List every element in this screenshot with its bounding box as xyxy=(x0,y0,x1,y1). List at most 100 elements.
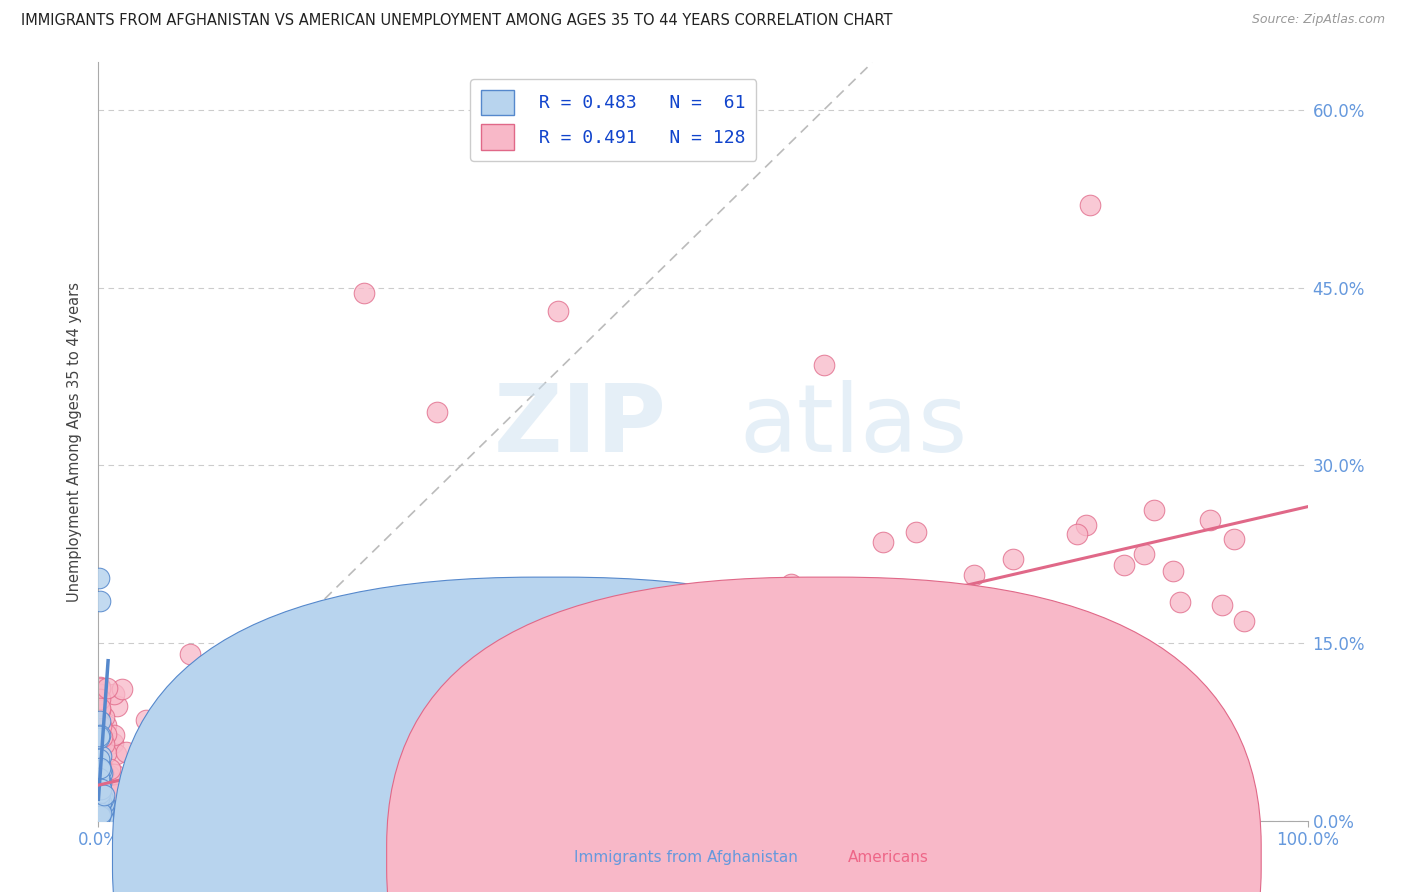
Point xyxy=(89,766,111,780)
Point xyxy=(89,740,111,755)
Point xyxy=(89,757,111,772)
Point xyxy=(107,775,129,789)
Point xyxy=(90,786,112,800)
Point xyxy=(87,805,110,820)
Point xyxy=(89,795,111,809)
Point xyxy=(813,358,835,372)
Point xyxy=(641,672,664,686)
Point xyxy=(89,787,111,801)
Point xyxy=(90,781,112,796)
Point xyxy=(786,645,808,659)
Point xyxy=(89,795,111,809)
Point xyxy=(89,571,111,585)
Point xyxy=(90,803,112,817)
Point xyxy=(714,603,737,617)
Point xyxy=(721,657,744,671)
Text: ZIP: ZIP xyxy=(494,380,666,473)
Point xyxy=(89,701,111,715)
Point xyxy=(751,648,773,663)
Point xyxy=(87,809,110,823)
Point xyxy=(568,621,591,635)
Point xyxy=(426,405,449,419)
Point xyxy=(87,797,110,812)
Point xyxy=(96,681,118,695)
Point xyxy=(91,765,114,780)
Point xyxy=(89,812,111,826)
Point xyxy=(1211,598,1233,612)
Point xyxy=(100,781,122,796)
Point xyxy=(89,809,111,823)
Point xyxy=(87,801,110,815)
Point xyxy=(1168,595,1191,609)
Point xyxy=(904,524,927,539)
Point xyxy=(87,794,110,808)
Point xyxy=(460,625,482,640)
Point xyxy=(89,813,111,827)
Point xyxy=(90,749,112,764)
Point xyxy=(103,687,125,701)
Point xyxy=(89,714,111,729)
Point xyxy=(89,730,111,744)
Point xyxy=(353,286,375,301)
Point xyxy=(89,761,111,775)
Point xyxy=(90,795,112,809)
Point xyxy=(90,719,112,733)
Point xyxy=(90,787,112,801)
Point xyxy=(89,594,111,608)
Point xyxy=(853,606,876,620)
Point xyxy=(89,775,111,789)
Point xyxy=(1066,526,1088,541)
Point xyxy=(484,654,506,668)
Point xyxy=(205,802,228,816)
Point xyxy=(93,796,115,810)
Point xyxy=(98,768,121,782)
Point xyxy=(531,773,554,788)
Point xyxy=(599,640,621,655)
Point xyxy=(543,786,565,800)
Point xyxy=(87,812,110,826)
Point xyxy=(89,745,111,759)
Point xyxy=(396,701,419,715)
Point xyxy=(89,803,111,817)
Point xyxy=(492,647,515,661)
Point xyxy=(647,688,669,702)
Point xyxy=(179,647,201,661)
Point xyxy=(105,747,128,762)
Point xyxy=(780,576,803,591)
Point xyxy=(89,703,111,717)
Point xyxy=(94,726,117,740)
Point xyxy=(718,617,741,632)
Point xyxy=(90,757,112,772)
Point xyxy=(87,808,110,822)
Point xyxy=(94,746,117,760)
Point xyxy=(111,681,134,696)
Point xyxy=(89,781,111,796)
Point xyxy=(1112,558,1135,572)
Point xyxy=(104,782,127,797)
Point xyxy=(270,768,292,782)
Point xyxy=(89,764,111,778)
Point xyxy=(636,737,658,751)
Point xyxy=(277,727,299,741)
Point xyxy=(148,802,170,816)
Point xyxy=(1132,547,1154,561)
Point xyxy=(683,593,706,607)
Point xyxy=(1199,513,1222,527)
Point xyxy=(105,698,128,713)
Point xyxy=(90,806,112,821)
Point xyxy=(308,699,330,714)
Point xyxy=(91,791,114,805)
Point xyxy=(87,796,110,810)
Point xyxy=(803,639,825,653)
Text: Source: ZipAtlas.com: Source: ZipAtlas.com xyxy=(1251,13,1385,27)
Point xyxy=(89,680,111,694)
Point xyxy=(90,766,112,780)
Point xyxy=(1161,564,1184,578)
Point xyxy=(89,752,111,766)
Point xyxy=(519,708,541,723)
Point xyxy=(89,765,111,780)
Point xyxy=(114,745,136,759)
Point xyxy=(89,809,111,823)
Point xyxy=(685,673,707,687)
Point xyxy=(685,617,707,632)
